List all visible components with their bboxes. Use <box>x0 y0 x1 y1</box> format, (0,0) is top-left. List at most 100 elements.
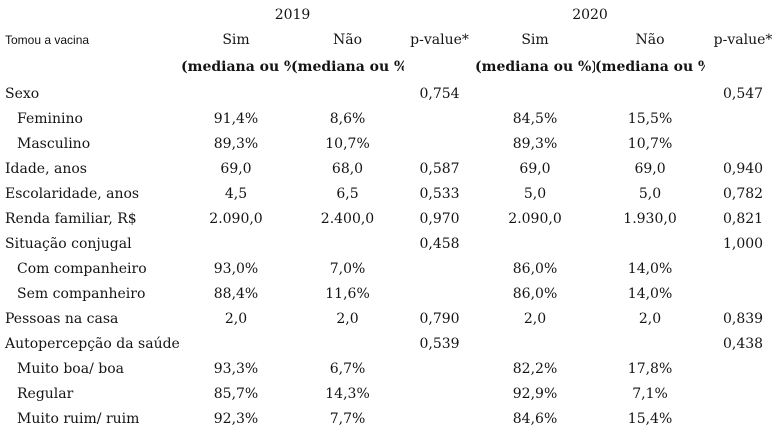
empty-cell <box>404 53 475 81</box>
empty-cell <box>0 53 181 81</box>
cell-sim-2019: 88,4% <box>213 285 259 302</box>
table-row-sem-companheiro: Sem companheiro 88,4% 11,6% 86,0% 14,0% <box>0 281 781 306</box>
cell-sim-2019: 91,4% <box>213 110 259 127</box>
cell-sim-2019 <box>181 331 291 356</box>
table-row-idade: Idade, anos 69,0 68,0 0,587 69,0 69,0 0,… <box>0 156 781 181</box>
cell-sim-2019: 93,3% <box>213 360 259 377</box>
cell-pvalue-2020: 1,000 <box>722 235 764 252</box>
cell-nao-2020 <box>595 231 705 256</box>
cell-nao-2019: 6,5 <box>336 185 359 202</box>
cell-sim-2020: 2,0 <box>523 310 547 327</box>
cell-nao-2020: 14,0% <box>627 285 673 302</box>
cell-sim-2020: 69,0 <box>519 160 551 177</box>
cell-pvalue-2019: 0,790 <box>419 310 460 327</box>
subheader-mediana-sim-2020: (mediana ou %) <box>475 59 596 75</box>
row-label: Com companheiro <box>17 260 147 277</box>
cell-pvalue-2020 <box>705 131 781 156</box>
cell-nao-2019 <box>291 331 404 356</box>
table-row-renda: Renda familiar, R$ 2.090,0 2.400,0 0,970… <box>0 206 781 231</box>
subheader-mediana-nao-2020: (mediana ou %) <box>595 59 705 75</box>
cell-nao-2020 <box>595 81 705 106</box>
table-row-com-companheiro: Com companheiro 93,0% 7,0% 86,0% 14,0% <box>0 256 781 281</box>
row-label: Pessoas na casa <box>5 310 119 327</box>
column-header-row: Tomou a vacina Sim Não p-value* Sim Não … <box>0 27 781 53</box>
row-label: Sexo <box>5 85 40 102</box>
cell-pvalue-2020 <box>705 381 781 406</box>
col-header-pvalue-2020: p-value* <box>713 32 773 48</box>
row-label: Escolaridade, anos <box>5 185 140 202</box>
cell-sim-2019 <box>181 231 291 256</box>
cell-nao-2019: 68,0 <box>331 160 364 177</box>
cell-sim-2019: 2.090,0 <box>209 210 263 227</box>
cell-pvalue-2019 <box>404 381 475 406</box>
cell-sim-2020 <box>475 331 595 356</box>
cell-pvalue-2019: 0,458 <box>419 235 460 252</box>
cell-pvalue-2020 <box>705 281 781 306</box>
cell-pvalue-2019: 0,539 <box>419 335 460 352</box>
cell-nao-2020: 10,7% <box>627 135 673 152</box>
cell-pvalue-2019: 0,970 <box>419 210 460 227</box>
cell-pvalue-2019 <box>404 256 475 281</box>
cell-nao-2019: 6,7% <box>329 360 366 377</box>
cell-pvalue-2019: 0,754 <box>419 85 460 102</box>
subheader-mediana-sim-2019: (mediana ou %) <box>181 59 291 75</box>
cell-nao-2020: 15,4% <box>627 410 673 427</box>
cell-sim-2020: 2.090,0 <box>508 210 562 227</box>
table-title-label: Tomou a vacina <box>5 33 90 47</box>
cell-pvalue-2020 <box>705 356 781 381</box>
cell-sim-2020: 84,5% <box>512 110 558 127</box>
cell-sim-2020: 89,3% <box>512 135 558 152</box>
cell-sim-2019: 85,7% <box>213 385 259 402</box>
cell-nao-2020: 17,8% <box>627 360 673 377</box>
cell-pvalue-2020 <box>705 406 781 431</box>
cell-nao-2020: 7,1% <box>632 385 668 402</box>
cell-sim-2020: 86,0% <box>512 260 558 277</box>
year-2020-header: 2020 <box>572 6 608 23</box>
cell-nao-2019: 8,6% <box>329 110 366 127</box>
table-row-escolaridade: Escolaridade, anos 4,5 6,5 0,533 5,0 5,0… <box>0 181 781 206</box>
table-row-regular: Regular 85,7% 14,3% 92,9% 7,1% <box>0 381 781 406</box>
cell-sim-2019 <box>181 81 291 106</box>
cell-sim-2020: 92,9% <box>512 385 558 402</box>
row-label: Masculino <box>17 135 91 152</box>
cell-sim-2020 <box>475 81 595 106</box>
cell-pvalue-2019 <box>404 131 475 156</box>
cell-nao-2020: 15,5% <box>627 110 673 127</box>
cell-nao-2020: 1.930,0 <box>623 210 677 227</box>
cell-sim-2019: 4,5 <box>224 185 248 202</box>
cell-sim-2020: 84,6% <box>512 410 558 427</box>
cell-nao-2019: 2,0 <box>336 310 359 327</box>
cell-pvalue-2020: 0,782 <box>722 185 764 202</box>
cell-pvalue-2019 <box>404 406 475 431</box>
empty-cell <box>705 2 781 27</box>
col-header-sim-2019: Sim <box>222 32 250 48</box>
col-header-nao-2020: Não <box>635 32 665 48</box>
cell-nao-2019: 7,0% <box>329 260 366 277</box>
cell-pvalue-2020: 0,821 <box>722 210 764 227</box>
col-header-nao-2019: Não <box>332 32 363 48</box>
col-header-pvalue-2019: p-value* <box>410 32 469 48</box>
subheader-row: (mediana ou %) (mediana ou %) (mediana o… <box>0 53 781 81</box>
row-label: Muito ruim/ ruim <box>17 410 140 427</box>
row-label: Situação conjugal <box>5 235 132 252</box>
cell-nao-2019 <box>291 81 404 106</box>
cell-nao-2019 <box>291 231 404 256</box>
cell-nao-2020: 2,0 <box>638 310 662 327</box>
row-label: Muito boa/ boa <box>17 360 124 377</box>
cell-pvalue-2020 <box>705 106 781 131</box>
cell-pvalue-2020: 0,839 <box>722 310 764 327</box>
row-label: Regular <box>17 385 74 402</box>
cell-pvalue-2019: 0,533 <box>419 185 460 202</box>
row-label: Sem companheiro <box>17 285 146 302</box>
row-label: Feminino <box>17 110 83 127</box>
cell-pvalue-2019 <box>404 356 475 381</box>
table-row-muito-ruim: Muito ruim/ ruim 92,3% 7,7% 84,6% 15,4% <box>0 406 781 431</box>
year-header-row: 2019 2020 <box>0 2 781 27</box>
cell-sim-2019: 93,0% <box>213 260 259 277</box>
cell-sim-2019: 69,0 <box>220 160 252 177</box>
cell-pvalue-2020: 0,547 <box>722 85 764 102</box>
cell-pvalue-2019: 0,587 <box>419 160 460 177</box>
table-row-situacao-conjugal: Situação conjugal 0,458 1,000 <box>0 231 781 256</box>
cell-pvalue-2020: 0,940 <box>722 160 764 177</box>
cell-sim-2019: 89,3% <box>213 135 259 152</box>
